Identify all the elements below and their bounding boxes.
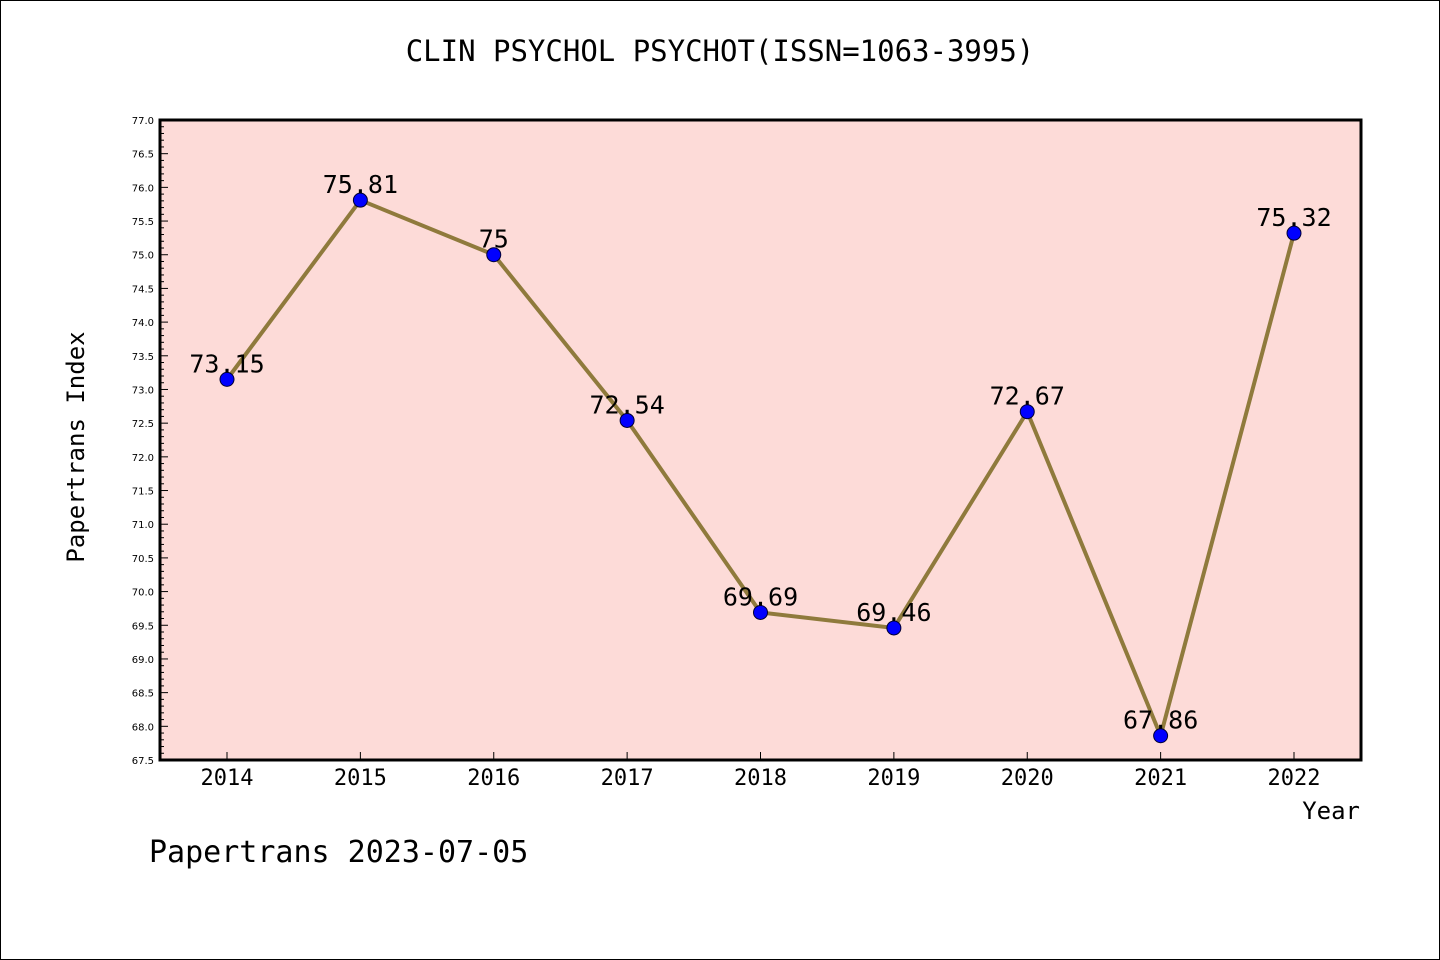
chart-title: CLIN PSYCHOL PSYCHOT(ISSN=1063-3995) — [405, 34, 1035, 68]
data-point — [1153, 728, 1169, 744]
x-tick-label: 2022 — [1268, 766, 1321, 791]
data-label: 69.46 — [856, 598, 931, 627]
data-label: 67.86 — [1123, 706, 1198, 735]
x-tick-label: 2020 — [1001, 766, 1054, 791]
y-tick-label: 71.0 — [132, 520, 154, 531]
y-tick-label: 73.5 — [132, 352, 154, 363]
y-tick-label: 76.5 — [132, 150, 154, 161]
x-axis-label: Year — [1302, 797, 1360, 825]
y-tick-label: 74.5 — [132, 284, 154, 295]
x-tick-label: 2019 — [867, 766, 920, 791]
y-tick-label: 77.0 — [132, 116, 154, 127]
y-tick-label: 71.5 — [132, 487, 154, 498]
data-label: 75.81 — [323, 170, 398, 199]
y-tick-label: 76.0 — [132, 183, 154, 194]
data-point — [352, 192, 368, 208]
y-tick-label: 70.0 — [132, 588, 154, 599]
data-point — [1286, 225, 1302, 241]
y-tick-label: 69.0 — [132, 655, 154, 666]
x-tick-label: 2017 — [601, 766, 654, 791]
data-point — [753, 604, 768, 620]
data-point — [486, 247, 502, 263]
data-label: 72.54 — [589, 390, 664, 419]
data-point — [1019, 404, 1035, 420]
data-label: 75 — [479, 225, 509, 254]
y-tick-label: 75.0 — [132, 251, 154, 262]
plot-area — [160, 120, 1361, 760]
data-label: 72.67 — [990, 382, 1065, 411]
data-label: 73.15 — [189, 349, 264, 378]
plot-border — [158, 118, 1363, 762]
y-tick-label: 69.5 — [132, 621, 154, 632]
y-tick-label: 74.0 — [132, 318, 154, 329]
y-tick-label: 72.5 — [132, 419, 154, 430]
data-point — [886, 620, 902, 636]
y-tick-label: 70.5 — [132, 554, 154, 565]
y-tick-label: 72.0 — [132, 453, 154, 464]
y-tick-label: 73.0 — [132, 385, 154, 396]
data-point — [219, 371, 235, 387]
x-tick-label: 2016 — [467, 766, 520, 791]
y-tick-label: 68.0 — [132, 722, 154, 733]
y-tick-label: 67.5 — [132, 756, 154, 767]
footer-text: Papertrans 2023-07-05 — [149, 835, 529, 870]
x-tick-label: 2018 — [734, 766, 787, 791]
x-tick-label: 2021 — [1134, 766, 1187, 791]
y-tick-label: 75.5 — [132, 217, 154, 228]
data-label: 69.69 — [723, 582, 798, 611]
data-label: 75.32 — [1256, 203, 1331, 232]
data-point — [619, 412, 635, 428]
x-tick-label: 2014 — [201, 766, 254, 791]
x-tick-label: 2015 — [334, 766, 387, 791]
y-tick-label: 68.5 — [132, 689, 154, 700]
